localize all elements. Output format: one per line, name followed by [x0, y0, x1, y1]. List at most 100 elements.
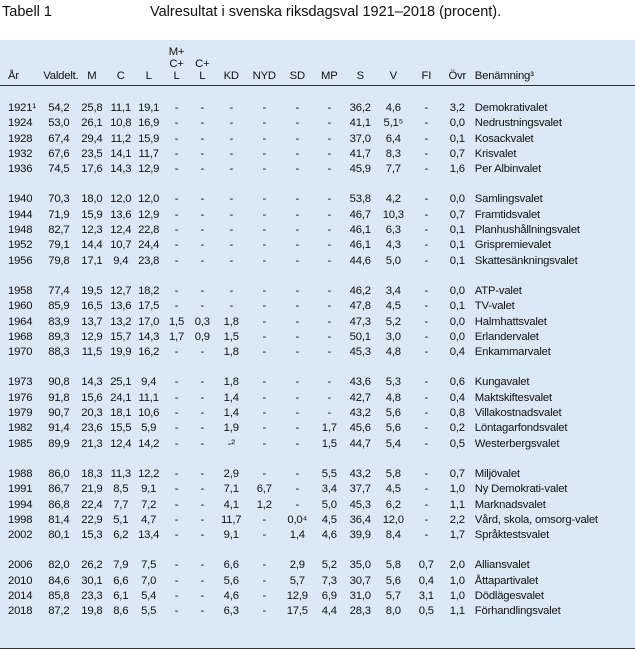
value-cell: -	[200, 498, 205, 511]
value-cell: -	[424, 102, 429, 114]
value-cell: 8,6	[113, 605, 129, 618]
value-cell: 91,8	[48, 391, 70, 404]
value-cell: 12,4	[110, 437, 132, 450]
value-cell: 91,4	[48, 422, 70, 435]
value-cell: 25,8	[81, 102, 103, 114]
header-line: SD	[289, 70, 305, 82]
value-cell: 0,1	[449, 224, 465, 237]
value-cell: 5,4	[385, 437, 401, 450]
value-cell: -	[174, 529, 179, 542]
value-cell: 1,8	[223, 315, 239, 328]
value-cell: 11,5	[81, 346, 103, 359]
value-cell: -	[262, 224, 267, 237]
value-cell: -	[174, 284, 179, 297]
group-gap	[0, 452, 635, 467]
value-cell: 21,3	[81, 437, 103, 450]
header-line: L	[173, 70, 180, 82]
data-row: 1956 79,8 17,1 9,4 23,8 - - - - - - 44,6 5,0 - 0,1 Skat…	[0, 254, 635, 269]
value-cell: 37,7	[349, 483, 371, 496]
year-cell: 1982	[8, 422, 33, 435]
data-row: 1944 71,9 15,9 13,6 12,9 - - - - - - 46,7 10,3 - 0,7 Fr…	[0, 208, 635, 223]
value-cell: -	[424, 163, 429, 176]
value-cell: 8,4	[385, 529, 401, 542]
value-cell: 36,2	[349, 102, 371, 114]
data-row: 1924 53,0 26,1 10,8 16,9 - - - - - - 41,1 5,1⁵ - 0,0 Ne…	[0, 116, 635, 131]
data-row: 1976 91,8 15,6 24,1 11,1 - - 1,4 - - - 42,7 4,8 - 0,4 M…	[0, 391, 635, 406]
value-cell: 47,3	[349, 315, 371, 328]
value-cell: 11,7	[138, 147, 159, 160]
value-cell: 45,9	[349, 163, 371, 176]
year-cell: 2014	[8, 590, 33, 603]
value-cell: -	[262, 132, 267, 145]
value-cell: -	[174, 239, 179, 252]
value-cell: 3,4	[321, 483, 337, 496]
value-cell: -	[262, 407, 267, 420]
value-cell: 6,3	[223, 605, 239, 618]
value-cell: 5,0	[385, 254, 401, 267]
value-cell: 14,4	[81, 239, 103, 252]
value-cell: 74,5	[48, 163, 70, 176]
value-cell: 85,8	[48, 590, 70, 603]
value-cell: 5,5	[321, 467, 337, 480]
year-cell: 2002	[8, 529, 33, 542]
value-cell: 5,8	[385, 467, 401, 480]
value-cell: 10,3	[382, 208, 404, 221]
value-cell: 2,2	[449, 513, 465, 526]
data-row: 1948 82,7 12,3 12,4 22,8 - - - - - - 46,1 6,3 - 0,1 Pla…	[0, 223, 635, 238]
value-cell: 17,5	[138, 300, 160, 313]
year-cell: 1970	[8, 346, 33, 359]
value-cell: 8,5	[113, 483, 129, 496]
value-cell: 0,0	[449, 284, 465, 297]
value-cell: 43,2	[349, 467, 371, 480]
value-cell: 0,3	[194, 315, 210, 328]
value-cell: -	[262, 254, 267, 267]
value-cell: -	[200, 239, 205, 252]
value-cell: 13,6	[110, 300, 132, 313]
value-cell: 45,3	[349, 346, 371, 359]
value-cell: -	[200, 147, 205, 160]
value-cell: 36,4	[349, 513, 371, 526]
header-line: Övr	[448, 70, 467, 82]
value-cell: 23,6	[81, 422, 103, 435]
value-cell: 47,8	[349, 300, 371, 313]
value-cell: 1,7	[168, 330, 185, 343]
value-cell: 54,2	[48, 102, 70, 114]
value-cell: -	[295, 208, 300, 221]
value-cell: 2,0	[449, 559, 465, 572]
value-cell: -	[174, 346, 179, 359]
value-cell: 41,1	[349, 117, 371, 130]
value-cell: 14,1	[110, 147, 132, 160]
value-cell: -	[229, 284, 234, 297]
value-cell: 89,9	[48, 437, 70, 450]
value-cell: -	[262, 117, 267, 130]
value-cell: 17,1	[81, 254, 103, 267]
value-cell: 86,8	[48, 498, 70, 511]
header-line: V	[389, 70, 398, 82]
value-cell: 1,0	[449, 483, 465, 496]
value-cell: 15,3	[81, 529, 103, 542]
value-cell: 1,9	[223, 422, 239, 435]
data-row: 1928 67,4 29,4 11,2 15,9 - - - - - - 37,0 6,4 - 0,1 Kos…	[0, 132, 635, 147]
value-cell: 46,2	[349, 284, 371, 297]
value-cell: 0,1	[449, 254, 465, 267]
value-cell: -	[262, 163, 267, 176]
column-header: L	[134, 40, 163, 86]
data-row: 1968 89,3 12,9 15,7 14,3 1,7 0,9 1,5 - - - 50,1 3,0 -…	[0, 330, 635, 345]
year-cell: 1998	[8, 513, 33, 526]
value-cell: -	[424, 147, 429, 160]
value-cell: -	[327, 208, 332, 221]
value-cell: 2,9	[223, 467, 239, 480]
value-cell: 22,4	[81, 498, 103, 511]
value-cell: 4,8	[385, 346, 401, 359]
value-cell: -	[262, 315, 267, 328]
value-cell: -	[174, 254, 179, 267]
value-cell: 79,1	[48, 239, 70, 252]
value-cell: -	[424, 239, 429, 252]
value-cell: -	[229, 254, 234, 267]
value-cell: -	[327, 254, 332, 267]
name-cell: Framtidsvalet	[474, 208, 540, 221]
column-header: MP	[314, 40, 345, 86]
value-cell: 9,4	[113, 254, 129, 267]
value-cell: -	[200, 437, 205, 450]
value-cell: -	[295, 132, 300, 145]
